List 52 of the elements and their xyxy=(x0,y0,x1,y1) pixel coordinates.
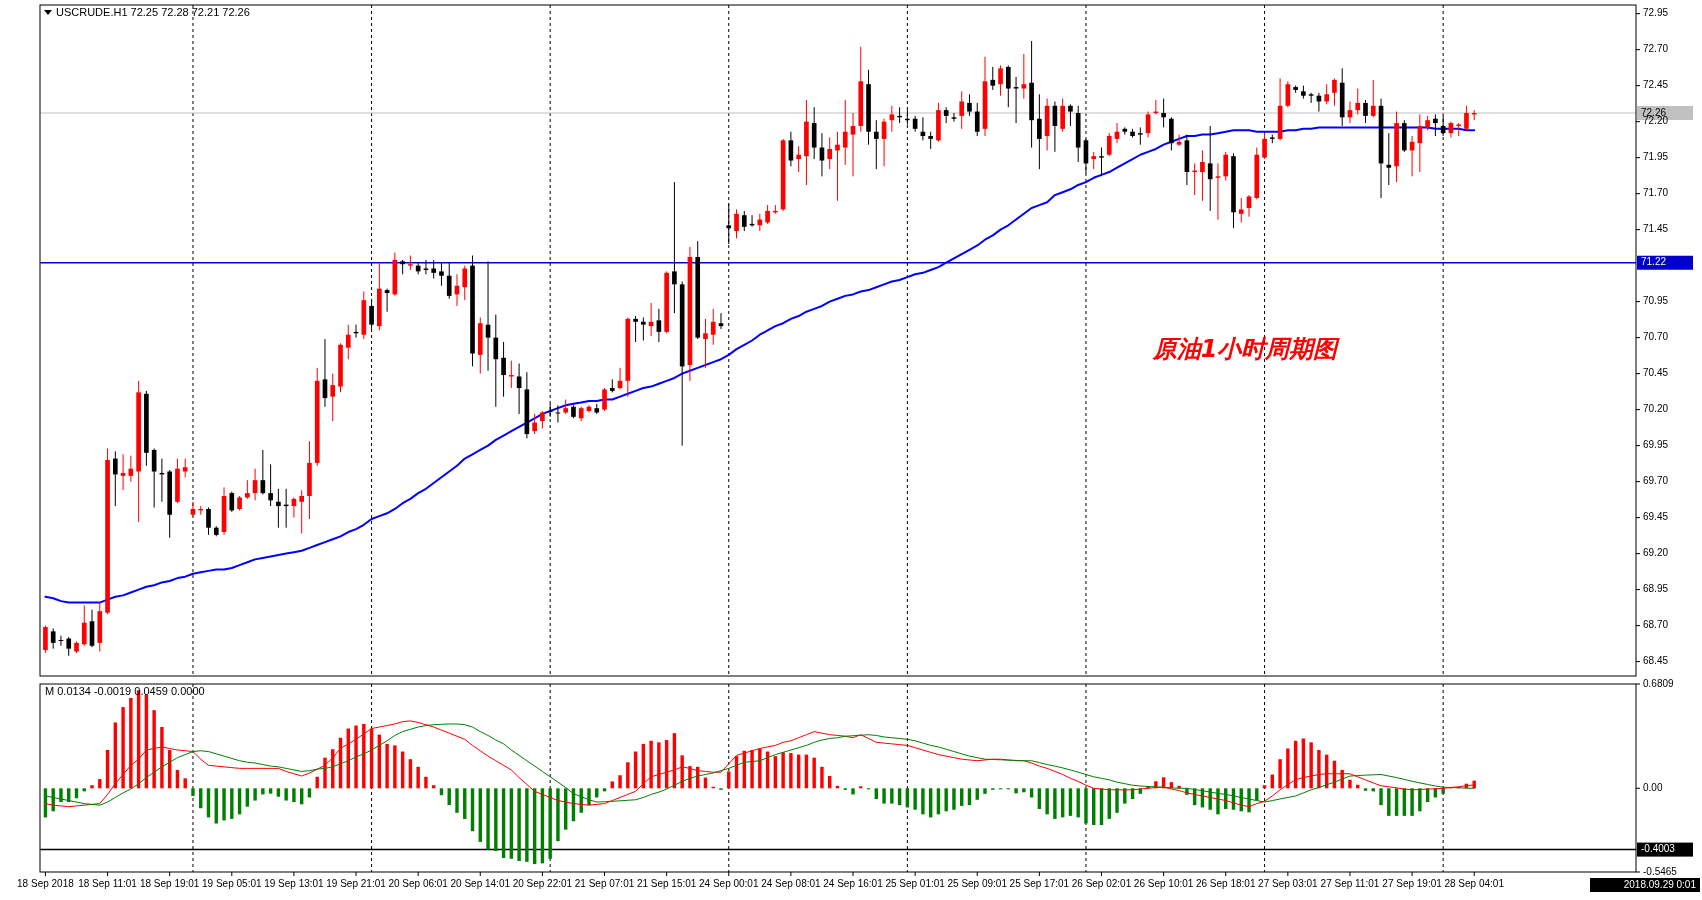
x-tick-label: 27 Sep 11:01 xyxy=(1320,878,1380,889)
text: 2018.09.29 0:01 xyxy=(1623,878,1697,890)
y-tick-label: 68.95 xyxy=(1643,583,1669,595)
x-tick-label: 25 Sep 09:01 xyxy=(947,878,1008,889)
x-tick-label: 19 Sep 05:01 xyxy=(202,878,262,889)
annotation: 原油1小时周期图 xyxy=(1150,335,1341,364)
y-tick-label: 71.70 xyxy=(1643,187,1669,199)
ref-line-label: -0.4003 xyxy=(1641,843,1676,855)
x-tick-label: 26 Sep 10:01 xyxy=(1133,878,1194,889)
x-tick-label: 18 Sep 2018 xyxy=(17,878,75,889)
x-tick-label: 27 Sep 19:01 xyxy=(1382,878,1443,889)
x-tick-label: 19 Sep 21:01 xyxy=(326,878,387,889)
y-tick-label: 68.70 xyxy=(1643,619,1669,631)
ref-line-label: 72.26 xyxy=(1641,106,1667,118)
x-tick-label: 20 Sep 22:01 xyxy=(512,878,573,889)
chart-title: M 0.0134 -0.0019 0.0459 0.0000 xyxy=(45,685,205,697)
x-tick-label: 20 Sep 14:01 xyxy=(450,878,511,889)
ref-line-label: 71.22 xyxy=(1641,256,1667,268)
x-tick-label: 21 Sep 15:01 xyxy=(636,878,697,889)
y-tick-label: -0.5465 xyxy=(1643,865,1678,877)
x-tick-label: 25 Sep 17:01 xyxy=(1009,878,1070,889)
x-tick-label: 24 Sep 00:01 xyxy=(699,878,759,889)
y-tick-label: 69.70 xyxy=(1643,475,1669,487)
y-tick-label: 69.45 xyxy=(1643,511,1669,523)
y-tick-label: 70.95 xyxy=(1643,295,1669,307)
x-tick-label: 18 Sep 19:01 xyxy=(139,878,200,889)
chart-title: USCRUDE.H1 72.25 72.28 72.21 72.26 xyxy=(56,6,250,18)
x-tick-label: 28 Sep 04:01 xyxy=(1444,878,1505,889)
x-tick-label: 27 Sep 03:01 xyxy=(1258,878,1319,889)
y-tick-label: 72.95 xyxy=(1643,7,1669,19)
y-tick-label: 0.00 xyxy=(1643,781,1663,793)
x-tick-label: 26 Sep 02:01 xyxy=(1071,878,1132,889)
x-tick-label: 25 Sep 01:01 xyxy=(885,878,946,889)
x-tick-label: 20 Sep 06:01 xyxy=(388,878,449,889)
x-tick-label: 24 Sep 16:01 xyxy=(823,878,884,889)
y-tick-label: 72.20 xyxy=(1643,115,1669,127)
y-tick-label: 68.45 xyxy=(1643,655,1669,667)
y-tick-label: 69.20 xyxy=(1643,547,1669,559)
y-tick-label: 71.45 xyxy=(1643,223,1669,235)
x-tick-label: 24 Sep 08:01 xyxy=(761,878,822,889)
x-tick-label: 21 Sep 07:01 xyxy=(574,878,635,889)
x-tick-label: 26 Sep 18:01 xyxy=(1195,878,1256,889)
x-tick-label: 18 Sep 11:01 xyxy=(78,878,138,889)
y-tick-label: 72.45 xyxy=(1643,79,1669,91)
y-tick-label: 69.95 xyxy=(1643,439,1669,451)
y-tick-label: 0.6809 xyxy=(1643,677,1675,689)
y-tick-label: 72.70 xyxy=(1643,43,1669,55)
y-tick-label: 71.95 xyxy=(1643,151,1669,163)
x-tick-label: 19 Sep 13:01 xyxy=(264,878,325,889)
y-tick-label: 70.70 xyxy=(1643,331,1669,343)
y-tick-label: 70.45 xyxy=(1643,367,1669,379)
y-tick-label: 70.20 xyxy=(1643,403,1669,415)
